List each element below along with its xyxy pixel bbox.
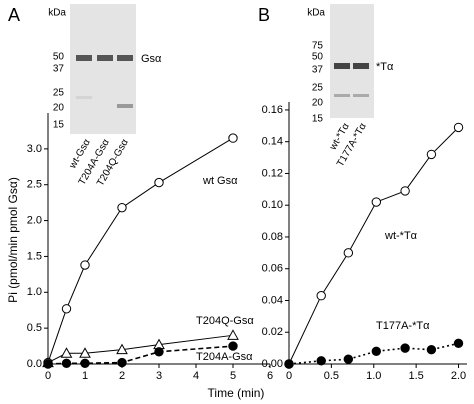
- series-label: wt-*Tα: [384, 230, 418, 242]
- marker: [316, 291, 326, 301]
- marker: [426, 149, 437, 160]
- gel-marker: 20: [312, 98, 324, 109]
- gel-unit: kDa: [48, 8, 66, 19]
- marker: [117, 202, 127, 213]
- marker: [61, 358, 72, 368]
- series-label: wt Gsα: [202, 175, 238, 187]
- marker: [371, 346, 382, 356]
- marker: [343, 248, 354, 258]
- marker: [43, 359, 53, 369]
- x-tick-label: 0: [45, 370, 51, 382]
- gel-band-label: *Tα: [376, 61, 394, 73]
- gel-marker: 37: [53, 64, 65, 75]
- gel-b: [330, 4, 374, 118]
- gel-marker: 50: [53, 52, 65, 63]
- y-tick-label: 0.12: [262, 167, 283, 179]
- y-tick-label: 0.10: [262, 199, 283, 211]
- marker: [343, 354, 354, 364]
- y-tick-label: 0.16: [262, 104, 283, 116]
- y-tick-label: 0.08: [262, 231, 283, 243]
- panel-label: B: [258, 5, 270, 25]
- gel-unit: kDa: [307, 8, 325, 19]
- marker: [80, 358, 90, 368]
- panel-label: A: [8, 5, 20, 25]
- y-tick-label: 1.0: [27, 286, 42, 298]
- y-tick-label: 0.14: [262, 136, 283, 148]
- series-label: T177A-*Tα: [376, 320, 430, 332]
- marker: [154, 347, 164, 357]
- marker: [316, 356, 326, 366]
- gel-marker: 15: [312, 114, 324, 125]
- marker: [154, 177, 164, 188]
- marker: [227, 329, 239, 340]
- gel-marker: 25: [53, 88, 65, 99]
- marker: [371, 197, 382, 207]
- y-tick-label: 0.06: [262, 263, 283, 275]
- gel-marker: 15: [53, 120, 65, 131]
- marker: [79, 347, 91, 358]
- marker: [426, 345, 437, 355]
- x-tick-label: 3: [156, 370, 162, 382]
- marker: [453, 338, 464, 349]
- y-tick-label: 2.0: [27, 214, 42, 226]
- y-axis-label: Pi (pmol/min pmol Gsα): [6, 177, 20, 303]
- marker: [80, 260, 90, 270]
- gel-marker: 20: [53, 103, 65, 114]
- x-tick-label: 1: [82, 370, 88, 382]
- x-axis-label: Time (min): [208, 386, 265, 400]
- y-tick-label: 0.00: [262, 358, 283, 370]
- marker: [61, 304, 72, 314]
- gel-marker: 37: [312, 65, 324, 76]
- marker: [400, 186, 410, 196]
- marker: [453, 122, 464, 133]
- gel-band-label: Gsα: [141, 53, 162, 65]
- y-tick-label: 0.02: [262, 326, 283, 338]
- series-line: [47, 137, 234, 363]
- series-label: T204A-Gsα: [196, 351, 253, 363]
- y-tick-label: 1.5: [27, 250, 42, 262]
- marker: [400, 343, 410, 353]
- x-tick-label: 0.5: [324, 370, 339, 382]
- y-tick-label: 0.0: [27, 358, 42, 370]
- x-tick-label: 0: [286, 370, 292, 382]
- marker: [116, 343, 128, 355]
- marker: [228, 341, 238, 351]
- y-tick-label: 3.0: [27, 143, 42, 155]
- x-tick-label: 5: [230, 370, 236, 382]
- x-tick-label: 1.0: [366, 370, 381, 382]
- series-label: T204Q-Gsα: [196, 315, 254, 327]
- gel-a: [70, 4, 136, 134]
- series-line: [288, 127, 459, 365]
- x-tick-label: 2.0: [451, 370, 466, 382]
- x-tick-label: 4: [193, 370, 199, 382]
- marker: [117, 357, 127, 368]
- x-tick-label: 1.5: [408, 370, 423, 382]
- gel-marker: 25: [312, 83, 324, 94]
- y-tick-label: 0.5: [27, 322, 42, 334]
- y-tick-label: 0.04: [262, 294, 283, 306]
- marker: [60, 347, 73, 358]
- series-line: [47, 345, 234, 365]
- gel-marker: 75: [312, 41, 324, 52]
- x-tick-label: 6: [267, 370, 273, 382]
- y-tick-label: 2.5: [27, 179, 42, 191]
- marker: [284, 359, 294, 369]
- gel-marker: 50: [312, 52, 324, 63]
- marker: [228, 133, 238, 143]
- x-tick-label: 2: [119, 370, 125, 382]
